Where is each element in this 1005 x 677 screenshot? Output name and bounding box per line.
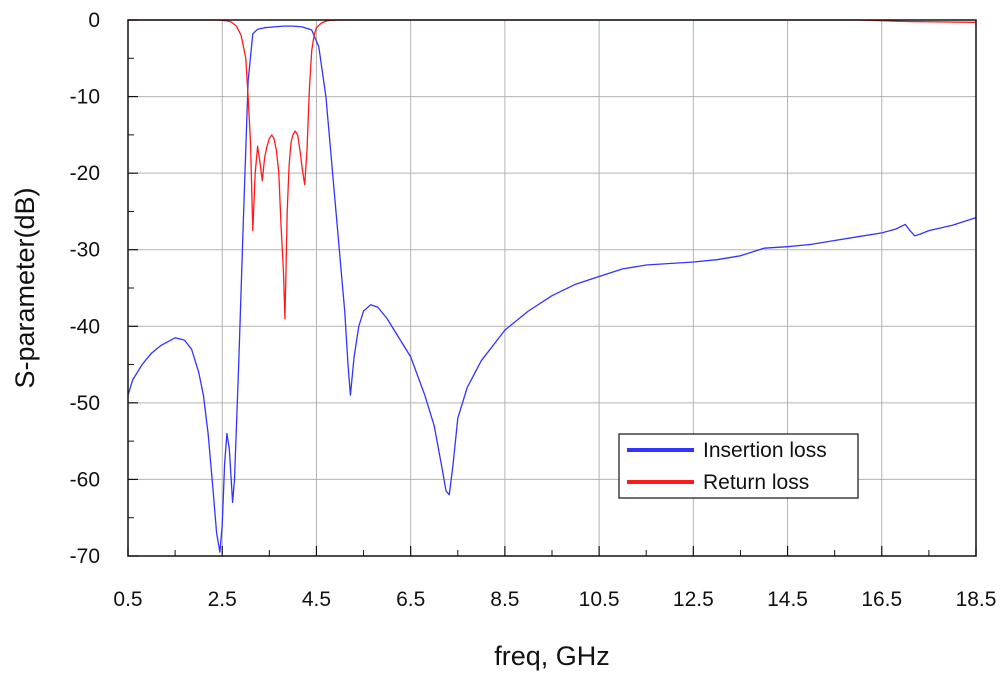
- x-tick-label: 18.5: [956, 588, 997, 611]
- legend-box: [618, 433, 859, 499]
- x-tick-label: 6.5: [396, 588, 425, 611]
- x-tick-label: 10.5: [579, 588, 620, 611]
- y-tick-label: -10: [70, 86, 100, 109]
- y-tick-label: -60: [70, 468, 100, 491]
- horizontal-gridlines: [128, 96, 976, 480]
- legend-label-insertion-loss: Insertion loss: [703, 439, 827, 462]
- series-line-insertion-loss: [127, 25, 977, 553]
- y-tick-label: -70: [70, 545, 100, 568]
- x-tick-labels: 0.5 2.5 4.5 6.5 8.5 10.5 12.5 14.5 16.5 18.5: [113, 588, 996, 611]
- y-tick-label: 0: [88, 9, 100, 32]
- y-tick-label: -40: [70, 315, 100, 338]
- x-tick-label: 8.5: [490, 588, 519, 611]
- y-axis-title: S-parameter(dB): [10, 187, 40, 388]
- y-tick-labels: 0 -10 -20 -30 -40 -50 -60 -70: [70, 9, 100, 568]
- x-tick-label: 12.5: [673, 588, 714, 611]
- legend-label-return-loss: Return loss: [703, 471, 809, 494]
- x-tick-label: 4.5: [302, 588, 331, 611]
- x-tick-label: 0.5: [113, 588, 142, 611]
- y-tick-label: -50: [70, 392, 100, 415]
- legend: Insertion loss Return loss: [618, 433, 859, 499]
- plot-frame: [127, 19, 977, 557]
- y-tick-label: -20: [70, 162, 100, 185]
- x-axis-title: freq, GHz: [494, 641, 610, 671]
- x-tick-label: 2.5: [208, 588, 237, 611]
- x-tick-label: 14.5: [767, 588, 808, 611]
- x-tick-label: 16.5: [861, 588, 902, 611]
- y-tick-label: -30: [70, 239, 100, 262]
